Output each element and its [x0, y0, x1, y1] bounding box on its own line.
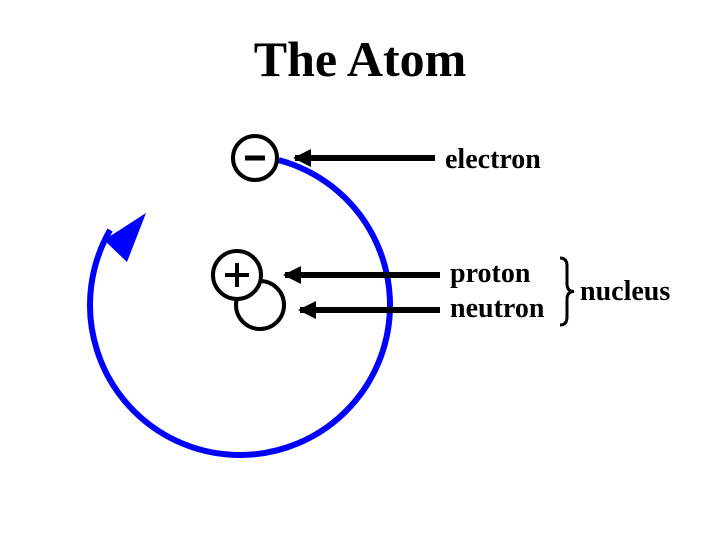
- atom-diagram: [0, 0, 720, 539]
